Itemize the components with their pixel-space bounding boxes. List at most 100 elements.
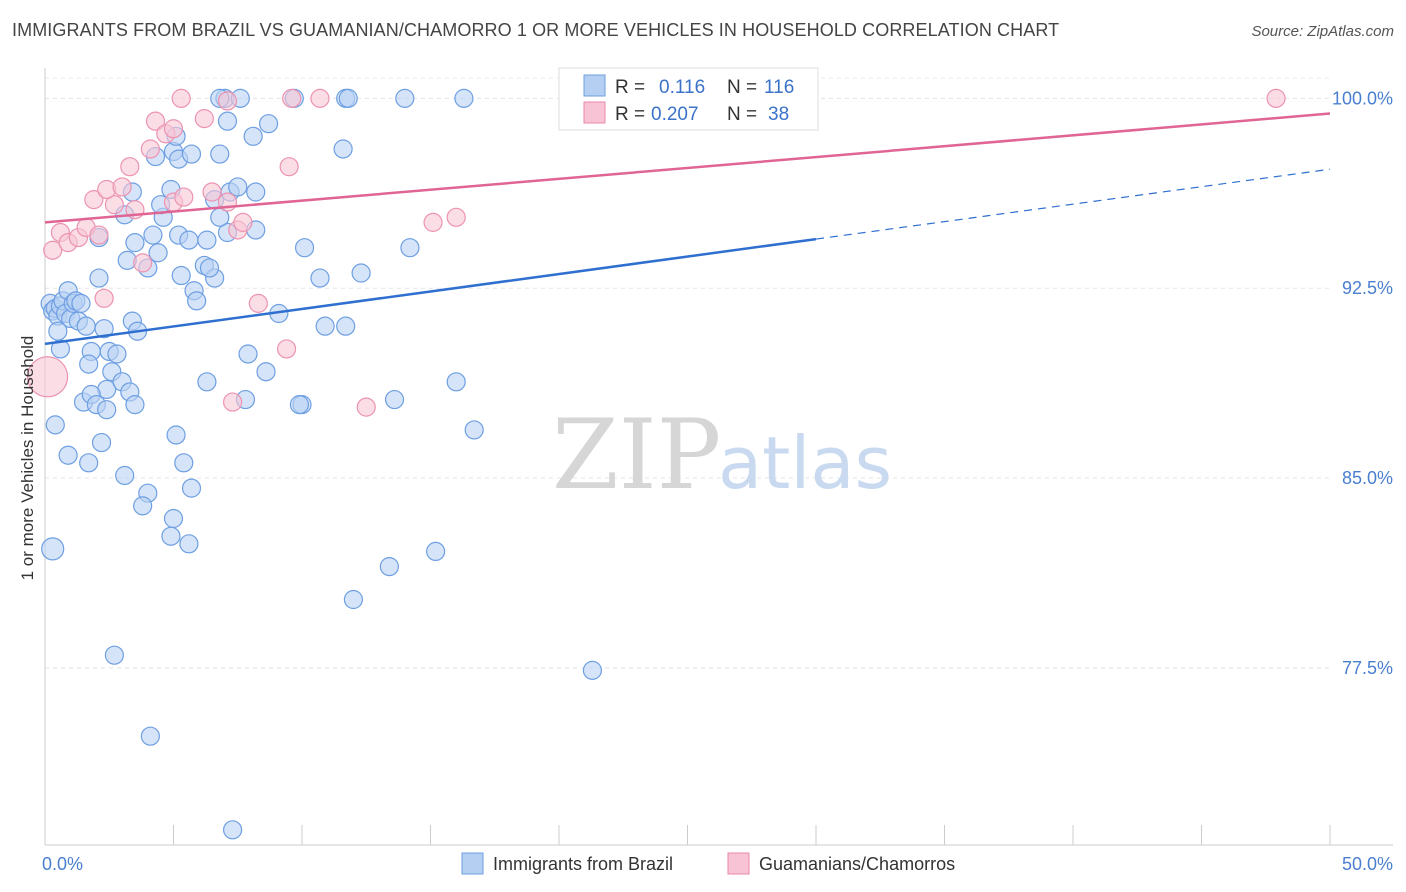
brazil-point (228, 177, 248, 197)
brazil-point (125, 395, 145, 415)
guam-point (120, 157, 140, 177)
brazil-point (161, 526, 181, 546)
brazil-point (223, 820, 243, 840)
brazil-point (48, 321, 68, 341)
legend-r-value-2: 0.207 (651, 104, 699, 125)
brazil-point (258, 114, 279, 134)
brazil-point (400, 238, 420, 258)
brazil-point (133, 496, 153, 516)
trend-line-brazil-extension (815, 168, 1331, 240)
guam-point (446, 207, 466, 227)
brazil-point (171, 265, 191, 286)
brazil-point (315, 316, 335, 336)
brazil-point (395, 88, 415, 108)
brazil-point (115, 465, 135, 486)
x-tick-label: 0.0% (42, 854, 83, 874)
brazil-point (351, 263, 371, 283)
guam-point (282, 88, 302, 108)
y-tick-label: 85.0% (1342, 468, 1393, 488)
guam-point (89, 225, 109, 245)
brazil-point (94, 319, 114, 339)
brazil-point (379, 556, 399, 577)
guam-point (140, 139, 160, 159)
brazil-point (104, 645, 124, 665)
guam-point (202, 182, 222, 202)
guam-point (310, 88, 330, 108)
brazil-point (454, 88, 474, 108)
guam-point (174, 187, 194, 207)
legend-r-value-1: 0.116 (659, 77, 705, 98)
legend-r-label-1: R = (615, 77, 645, 98)
trend-line-brazil (44, 237, 817, 346)
brazil-point (210, 144, 230, 164)
brazil-point (143, 225, 163, 245)
legend-n-value-1: 116 (764, 77, 794, 98)
brazil-point (89, 268, 109, 288)
guam-point (171, 88, 191, 108)
brazil-point (446, 372, 466, 392)
guam-point (43, 240, 63, 260)
brazil-point (181, 478, 202, 498)
brazil-point (97, 400, 117, 420)
guam-point (163, 119, 184, 139)
watermark-atlas: atlas (718, 421, 892, 505)
brazil-point (79, 453, 99, 473)
y-tick-label: 92.5% (1342, 278, 1393, 298)
guam-point (104, 195, 124, 215)
brazil-point (197, 372, 217, 392)
guam-point (248, 293, 268, 313)
series-guam-points (26, 88, 1286, 417)
legend-swatch-brazil (583, 74, 606, 97)
bottom-legend-swatch-guam (727, 852, 750, 875)
guam-point (223, 392, 243, 412)
brazil-point (246, 182, 266, 202)
brazil-point (289, 395, 310, 415)
brazil-point (166, 425, 186, 445)
brazil-point (163, 508, 184, 529)
guam-point (94, 288, 114, 308)
bottom-legend-label-guam: Guamanians/Chamorros (759, 854, 955, 874)
legend-swatch-guam (583, 101, 606, 124)
guam-point (423, 212, 443, 232)
guam-point (279, 157, 299, 177)
brazil-point (384, 389, 405, 410)
brazil-point (58, 445, 78, 465)
brazil-point (50, 339, 71, 359)
legend-n-value-2: 38 (768, 104, 789, 125)
brazil-point (197, 230, 217, 250)
brazil-point (426, 541, 446, 562)
brazil-point (91, 432, 112, 453)
trend-line-guam (44, 112, 1331, 224)
brazil-point (148, 243, 168, 263)
brazil-point (174, 453, 194, 473)
guam-point (194, 109, 214, 129)
brazil-point (243, 126, 263, 146)
bottom-legend-label-brazil: Immigrants from Brazil (493, 854, 673, 874)
brazil-point (217, 111, 238, 131)
guam-point (145, 111, 166, 131)
brazil-point (79, 354, 99, 374)
brazil-point (333, 139, 353, 159)
brazil-point (199, 258, 220, 278)
brazil-point (179, 230, 199, 250)
brazil-point (41, 537, 65, 561)
guam-point (84, 190, 104, 210)
trend-lines (44, 112, 1331, 346)
brazil-point (294, 238, 315, 258)
series-brazil-points (40, 88, 764, 840)
brazil-point (107, 344, 127, 364)
brazil-point (310, 268, 330, 288)
y-axis-title: 1 or more Vehicles in Household (18, 336, 37, 581)
brazil-point (343, 589, 363, 610)
brazil-point (125, 233, 145, 253)
guam-point (217, 91, 238, 111)
y-tick-labels: 100.0% 92.5% 85.0% 77.5% (1332, 88, 1393, 677)
grid-lines (45, 77, 1330, 669)
brazil-point (582, 660, 603, 680)
brazil-point (256, 362, 276, 382)
watermark-zip: ZIP (552, 399, 721, 511)
chart-title: IMMIGRANTS FROM BRAZIL VS GUAMANIAN/CHAM… (12, 20, 1060, 40)
guam-point (133, 253, 153, 273)
brazil-point (187, 291, 207, 311)
